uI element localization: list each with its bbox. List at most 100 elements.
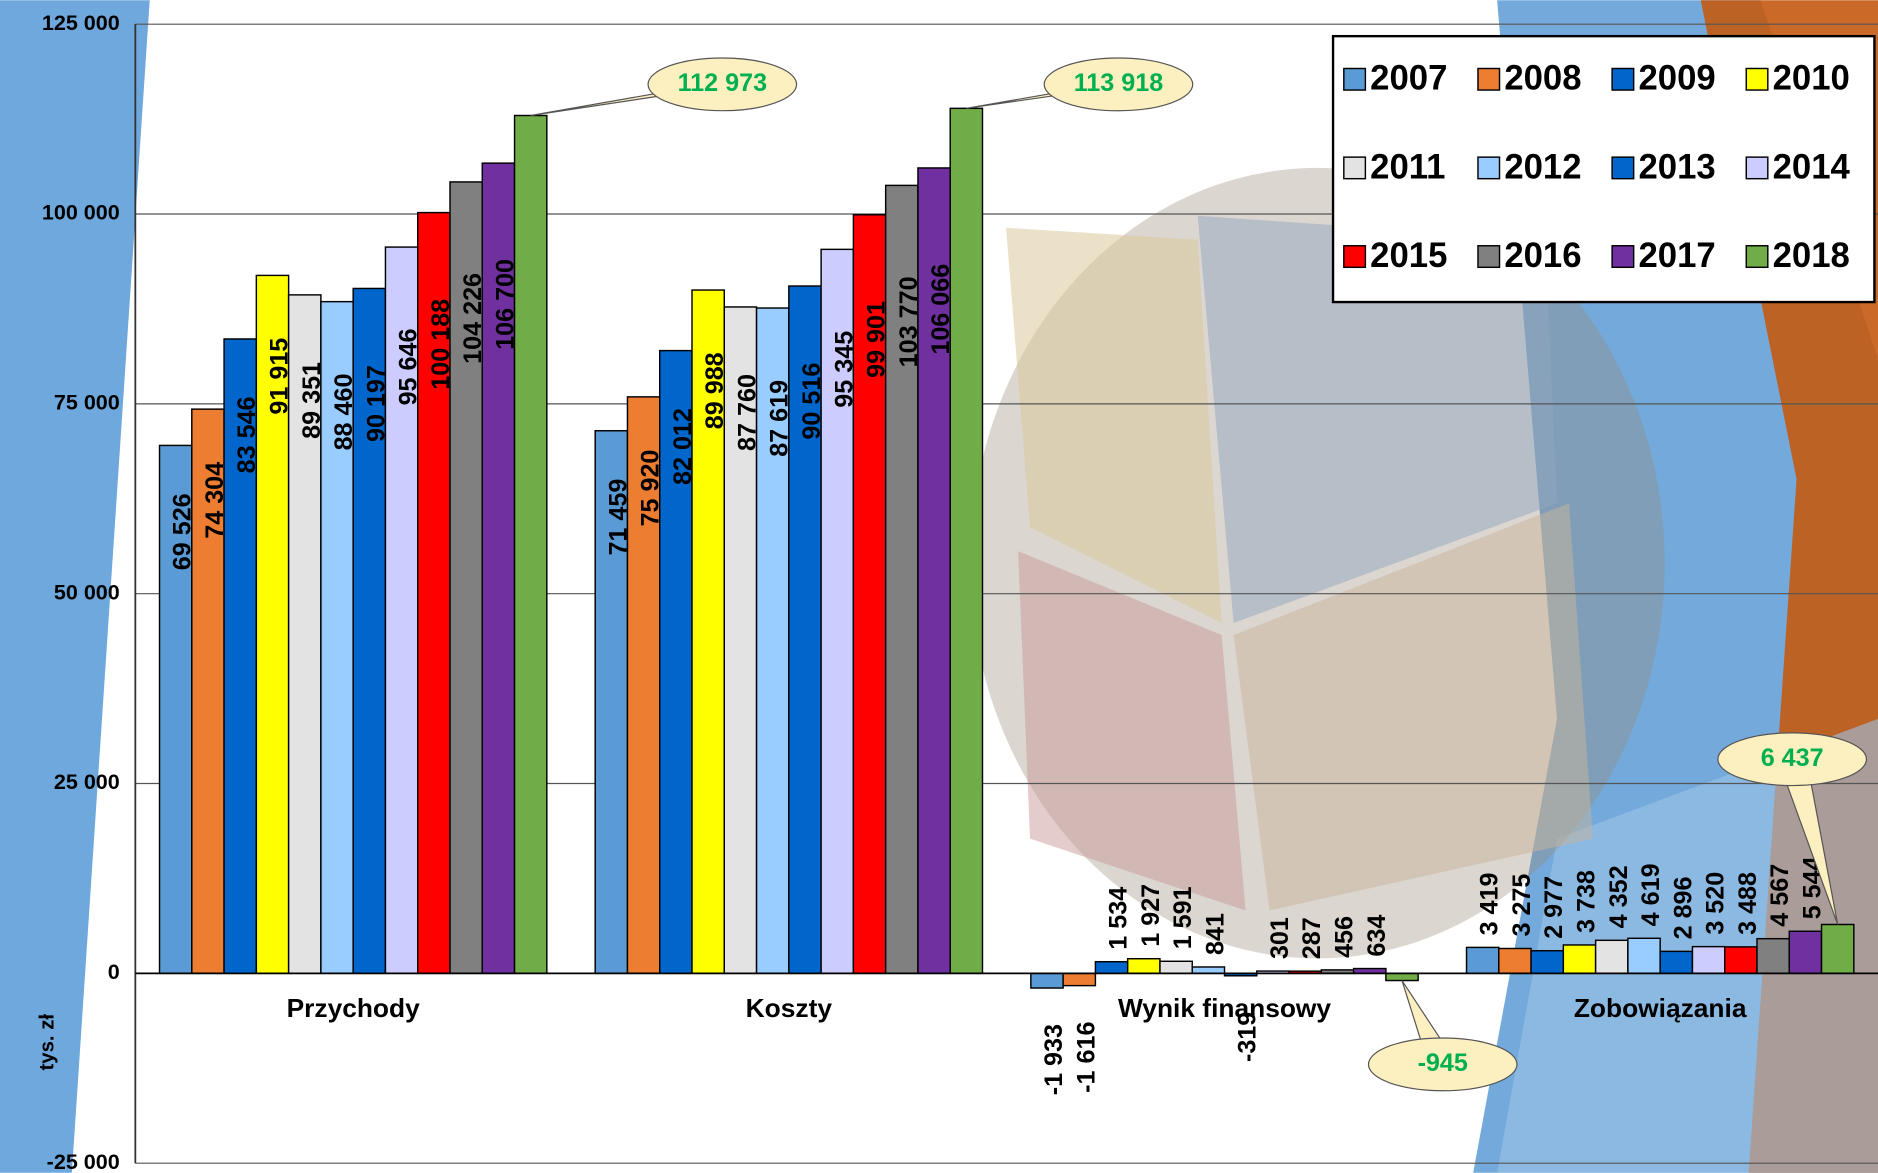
bar <box>255 274 290 975</box>
legend-swatch <box>1745 156 1769 180</box>
bar <box>287 294 322 975</box>
legend-label: 2010 <box>1773 60 1850 98</box>
bar <box>1594 939 1629 975</box>
bar <box>917 167 951 975</box>
value-label: 1 534 <box>1105 887 1133 950</box>
bar <box>158 444 193 975</box>
bar <box>949 107 984 975</box>
value-label: 113 918 <box>1074 69 1164 97</box>
bar <box>481 162 516 975</box>
legend-label: 2007 <box>1370 60 1447 98</box>
value-label: 4 567 <box>1766 864 1794 927</box>
x-tick-label: Zobowiązania <box>1574 993 1747 1023</box>
bar <box>449 181 483 975</box>
bar <box>191 408 225 975</box>
value-label: 1 591 <box>1169 886 1197 949</box>
bar <box>691 289 726 975</box>
legend: 2007 2008 2009 2010 2011 2012 2013 2014 2015 2016… <box>1331 34 1876 304</box>
bar <box>594 430 629 975</box>
bar <box>1159 960 1193 975</box>
value-label: 4 619 <box>1637 863 1665 926</box>
bar <box>820 248 855 975</box>
legend-box <box>1331 34 1876 304</box>
legend-swatch <box>1477 156 1501 180</box>
legend-swatch <box>1745 67 1769 91</box>
x-tick-label: Wynik finansowy <box>1118 993 1331 1023</box>
y-axis-label: tys. zł <box>36 1014 58 1071</box>
callout <box>1043 57 1194 112</box>
bar <box>1498 947 1532 975</box>
bar <box>1562 944 1597 975</box>
legend-swatch <box>1343 67 1367 91</box>
bar <box>223 338 258 975</box>
bar <box>1030 972 1064 989</box>
legend-label: 2011 <box>1370 148 1445 186</box>
bar <box>1191 966 1226 975</box>
bar <box>1385 972 1419 982</box>
value-label: 2 977 <box>1540 876 1568 939</box>
callout <box>1717 732 1868 787</box>
legend-label: 2014 <box>1773 148 1851 186</box>
value-label: 301 <box>1266 917 1294 959</box>
value-label: 634 <box>1363 915 1391 957</box>
legend-label: 2009 <box>1638 60 1715 98</box>
y-tick-label: -25 000 <box>47 1149 120 1173</box>
bar <box>1530 950 1565 975</box>
plot-area: -25 000 0 25 000 50 000 75 000 100 000 125 000… <box>42 10 1878 1173</box>
legend-label: 2018 <box>1773 237 1850 275</box>
bar <box>1820 923 1855 975</box>
bar <box>417 211 451 975</box>
x-tick-label: Koszty <box>746 993 833 1023</box>
value-label: 841 <box>1201 913 1229 955</box>
callout <box>647 57 798 112</box>
x-tick-label: Przychody <box>287 993 421 1023</box>
value-label: 3 520 <box>1702 872 1730 935</box>
value-label: 6 437 <box>1761 744 1824 772</box>
y-tick-label: 50 000 <box>54 579 120 604</box>
y-tick-label: 0 <box>108 959 120 984</box>
bar <box>1691 945 1726 975</box>
legend-swatch <box>1477 245 1501 269</box>
bar <box>1659 950 1694 975</box>
value-label: -1 616 <box>1072 1022 1100 1093</box>
value-label: 3 738 <box>1573 870 1601 933</box>
value-label: 287 <box>1298 917 1326 959</box>
value-label: 3 419 <box>1476 872 1504 935</box>
legend-label: 2013 <box>1638 148 1715 186</box>
bar <box>1756 937 1790 975</box>
callout <box>1367 1037 1518 1092</box>
value-label: 4 352 <box>1605 865 1633 928</box>
legend-swatch <box>1611 156 1635 180</box>
value-label: -319 <box>1234 1012 1262 1062</box>
value-label: 3 275 <box>1508 874 1536 937</box>
bar <box>513 114 548 975</box>
bar <box>1126 958 1161 975</box>
y-tick-label: 125 000 <box>42 10 120 35</box>
bar <box>1062 972 1097 987</box>
legend-swatch <box>1745 245 1769 269</box>
bar <box>1627 937 1661 975</box>
legend-swatch <box>1343 156 1367 180</box>
bar <box>320 300 354 975</box>
legend-label: 2017 <box>1638 237 1715 275</box>
bar <box>352 287 387 975</box>
legend-swatch <box>1611 245 1635 269</box>
legend-label: 2015 <box>1370 237 1447 275</box>
value-label: -945 <box>1418 1049 1468 1077</box>
y-tick-label: 100 000 <box>42 200 120 225</box>
legend-label: 2008 <box>1504 60 1581 98</box>
legend-label: 2012 <box>1504 148 1581 186</box>
bar <box>723 306 758 975</box>
value-label: 1 927 <box>1137 884 1165 947</box>
value-label: -1 933 <box>1040 1024 1068 1095</box>
value-label: 2 896 <box>1669 876 1697 939</box>
legend-swatch <box>1611 67 1635 91</box>
value-label: 112 973 <box>678 69 768 97</box>
bar <box>626 396 661 975</box>
bar <box>1788 930 1823 975</box>
legend-label: 2016 <box>1504 237 1581 275</box>
y-tick-label: 75 000 <box>54 390 120 415</box>
value-label: 456 <box>1330 916 1358 958</box>
bar <box>1723 946 1758 975</box>
bar <box>1094 960 1129 975</box>
